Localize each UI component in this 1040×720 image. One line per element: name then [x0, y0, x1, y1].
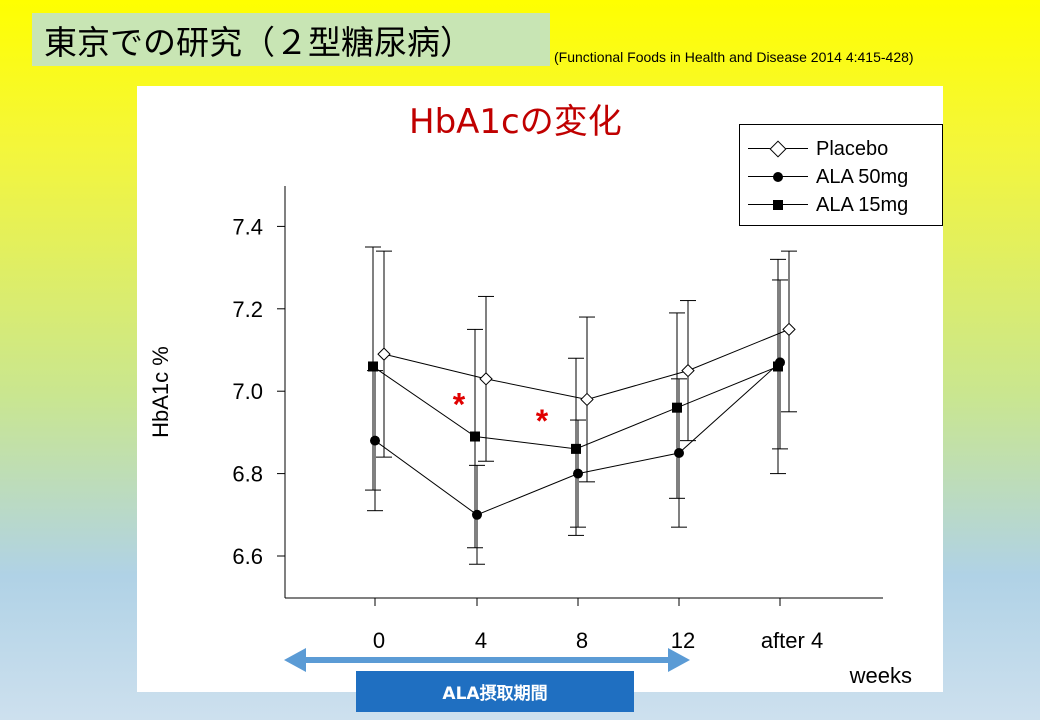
data-point-square [368, 361, 378, 372]
circle-marker-icon [773, 172, 783, 182]
y-axis-label: HbA1c % [148, 346, 173, 438]
diamond-marker-icon [769, 140, 787, 158]
citation: (Functional Foods in Health and Disease … [554, 49, 914, 65]
y-tick-label: 7.0 [232, 379, 263, 404]
data-point-circle [472, 509, 482, 520]
significance-asterisk: * [536, 403, 549, 439]
chart-panel: 6.6 6.8 7.0 7.2 7.4 0 4 8 12 after 4 weeks HbA1c % *… [137, 86, 943, 692]
slide-title: 東京での研究（２型糖尿病） [32, 13, 550, 66]
x-tick-label: 8 [576, 628, 588, 653]
period-arrow [284, 648, 690, 672]
y-tick-label: 7.4 [232, 214, 263, 239]
x-axis-label: weeks [849, 663, 912, 688]
legend-label: Placebo [816, 137, 889, 160]
legend-item-ala-50mg: ALA 50mg [748, 163, 908, 191]
chart-title: HbA1cの変化 [409, 102, 622, 142]
data-point-diamond [681, 363, 695, 378]
data-point-circle [674, 448, 684, 458]
data-point-diamond [479, 372, 493, 386]
square-marker-icon [773, 200, 783, 210]
legend-label: ALA 15mg [816, 193, 909, 216]
y-tick-label: 7.2 [232, 297, 263, 322]
legend-item-ala-15mg: ALA 15mg [748, 191, 908, 219]
x-tick-label: 4 [475, 628, 487, 653]
legend-label: ALA 50mg [816, 165, 909, 188]
data-point-circle [573, 468, 583, 479]
x-tick-label: 12 [671, 628, 695, 653]
period-label: ALA摂取期間 [356, 671, 634, 712]
data-point-diamond [580, 392, 594, 407]
data-point-square [470, 431, 480, 442]
y-tick-label: 6.6 [232, 544, 263, 569]
data-point-square [571, 443, 581, 454]
y-tick-label: 6.8 [232, 462, 263, 487]
data-point-diamond [377, 347, 391, 361]
data-point-square [773, 361, 783, 372]
hba1c-chart: 6.6 6.8 7.0 7.2 7.4 0 4 8 12 after 4 weeks HbA1c % *… [148, 186, 912, 688]
x-tick-label: 0 [373, 628, 385, 653]
x-tick-label: after 4 [761, 628, 823, 653]
legend-item-placebo: Placebo [748, 135, 888, 163]
data-point-diamond [782, 322, 796, 337]
significance-asterisk: * [453, 386, 466, 422]
data-point-circle [370, 435, 380, 446]
legend: Placebo ALA 50mg ALA 15mg [739, 124, 943, 226]
data-point-square [672, 402, 682, 413]
